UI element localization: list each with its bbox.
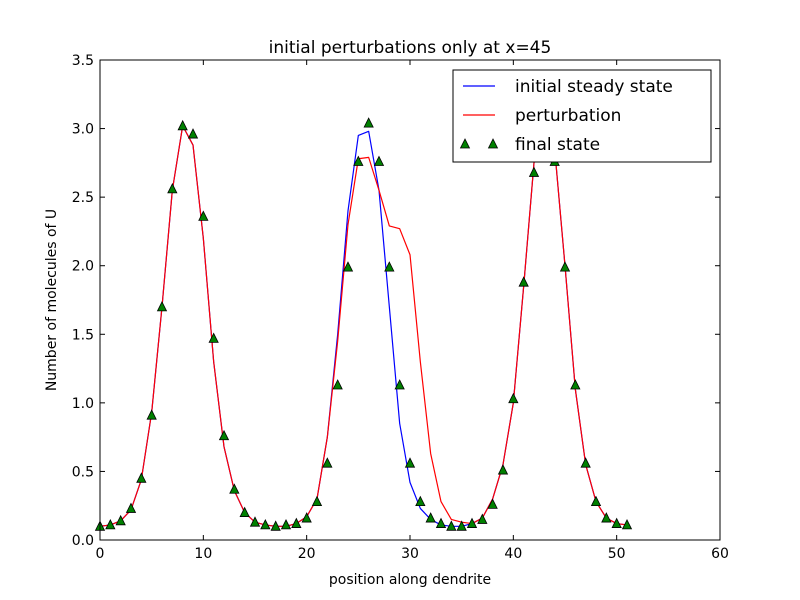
data-point-2-31 <box>415 495 426 507</box>
data-point-2-36 <box>466 517 478 528</box>
data-point-2-47 <box>580 457 591 468</box>
x-tick-label: 20 <box>298 546 316 562</box>
legend: initial steady state perturbation final st… <box>452 69 712 163</box>
y-tick-label: 0.0 <box>72 533 94 549</box>
y-tick-label: 0.5 <box>72 464 94 480</box>
data-point-2-19 <box>291 517 302 528</box>
x-axis-title: position along dendrite <box>329 572 491 588</box>
legend-label-0: initial steady state <box>515 77 673 97</box>
data-point-2-32 <box>425 512 436 523</box>
data-point-2-29 <box>394 379 405 390</box>
data-point-2-21 <box>311 495 323 507</box>
x-tick-label: 40 <box>504 546 522 562</box>
y-tick-label: 1.0 <box>72 396 94 412</box>
data-point-2-20 <box>301 512 312 523</box>
data-point-2-27 <box>373 155 385 166</box>
x-tick-label: 60 <box>711 546 729 562</box>
data-point-2-37 <box>477 513 488 524</box>
y-tick-label: 3.0 <box>72 122 94 138</box>
x-tick-label: 0 <box>96 546 105 562</box>
data-point-2-48 <box>590 495 602 507</box>
data-point-2-6 <box>156 300 168 312</box>
data-point-2-4 <box>136 472 147 483</box>
y-axis-title: Number of molecules of U <box>44 209 60 391</box>
data-point-2-50 <box>611 517 622 528</box>
data-point-2-22 <box>322 457 333 468</box>
data-point-2-17 <box>270 520 281 531</box>
data-point-2-24 <box>342 261 354 272</box>
chart-title: initial perturbations only at x=45 <box>269 38 552 58</box>
data-point-2-45 <box>559 261 571 272</box>
y-tick-label: 3.5 <box>72 53 94 69</box>
data-point-2-12 <box>218 429 230 441</box>
data-point-2-1 <box>105 519 116 530</box>
y-tick-label: 1.5 <box>72 327 94 343</box>
data-point-2-40 <box>508 392 519 404</box>
data-point-2-23 <box>332 379 343 390</box>
data-point-2-14 <box>239 506 250 517</box>
data-point-2-5 <box>146 409 157 420</box>
data-point-2-46 <box>570 379 581 390</box>
plot-area: 0 10 20 30 40 50 60 0.0 0.5 1.0 1.5 2.0 2.5 3.0 3.5 <box>72 53 729 562</box>
legend-label-1: perturbation <box>515 106 621 126</box>
y-tick-label: 2.0 <box>72 259 94 275</box>
data-point-2-41 <box>518 276 529 287</box>
legend-label-2: final state <box>515 135 600 155</box>
data-point-2-11 <box>208 332 219 343</box>
data-point-2-15 <box>249 516 261 527</box>
data-point-2-39 <box>497 464 509 475</box>
data-point-2-16 <box>260 519 271 530</box>
data-point-2-28 <box>384 261 395 272</box>
data-point-2-2 <box>115 514 126 526</box>
legend-marker-2-0 <box>459 138 471 149</box>
x-tick-label: 50 <box>608 546 626 562</box>
data-point-2-26 <box>363 117 374 128</box>
data-point-2-25 <box>353 155 364 166</box>
data-point-2-38 <box>487 498 498 509</box>
data-point-2-7 <box>167 183 178 194</box>
data-point-2-9 <box>187 128 199 139</box>
data-point-2-13 <box>229 483 240 494</box>
data-point-2-3 <box>125 502 137 513</box>
data-point-2-35 <box>456 520 467 531</box>
data-point-2-10 <box>198 210 209 221</box>
data-point-2-34 <box>446 520 457 531</box>
data-point-2-8 <box>177 119 188 131</box>
x-tick-label: 10 <box>194 546 212 562</box>
data-point-2-51 <box>621 519 633 530</box>
x-tick-label: 30 <box>401 546 419 562</box>
data-point-2-33 <box>435 517 447 528</box>
legend-marker-2-1 <box>487 138 499 149</box>
data-point-2-49 <box>601 512 612 523</box>
data-point-2-42 <box>528 166 540 177</box>
data-point-2-18 <box>280 519 292 530</box>
data-point-2-30 <box>404 457 416 468</box>
y-tick-label: 2.5 <box>72 190 94 206</box>
